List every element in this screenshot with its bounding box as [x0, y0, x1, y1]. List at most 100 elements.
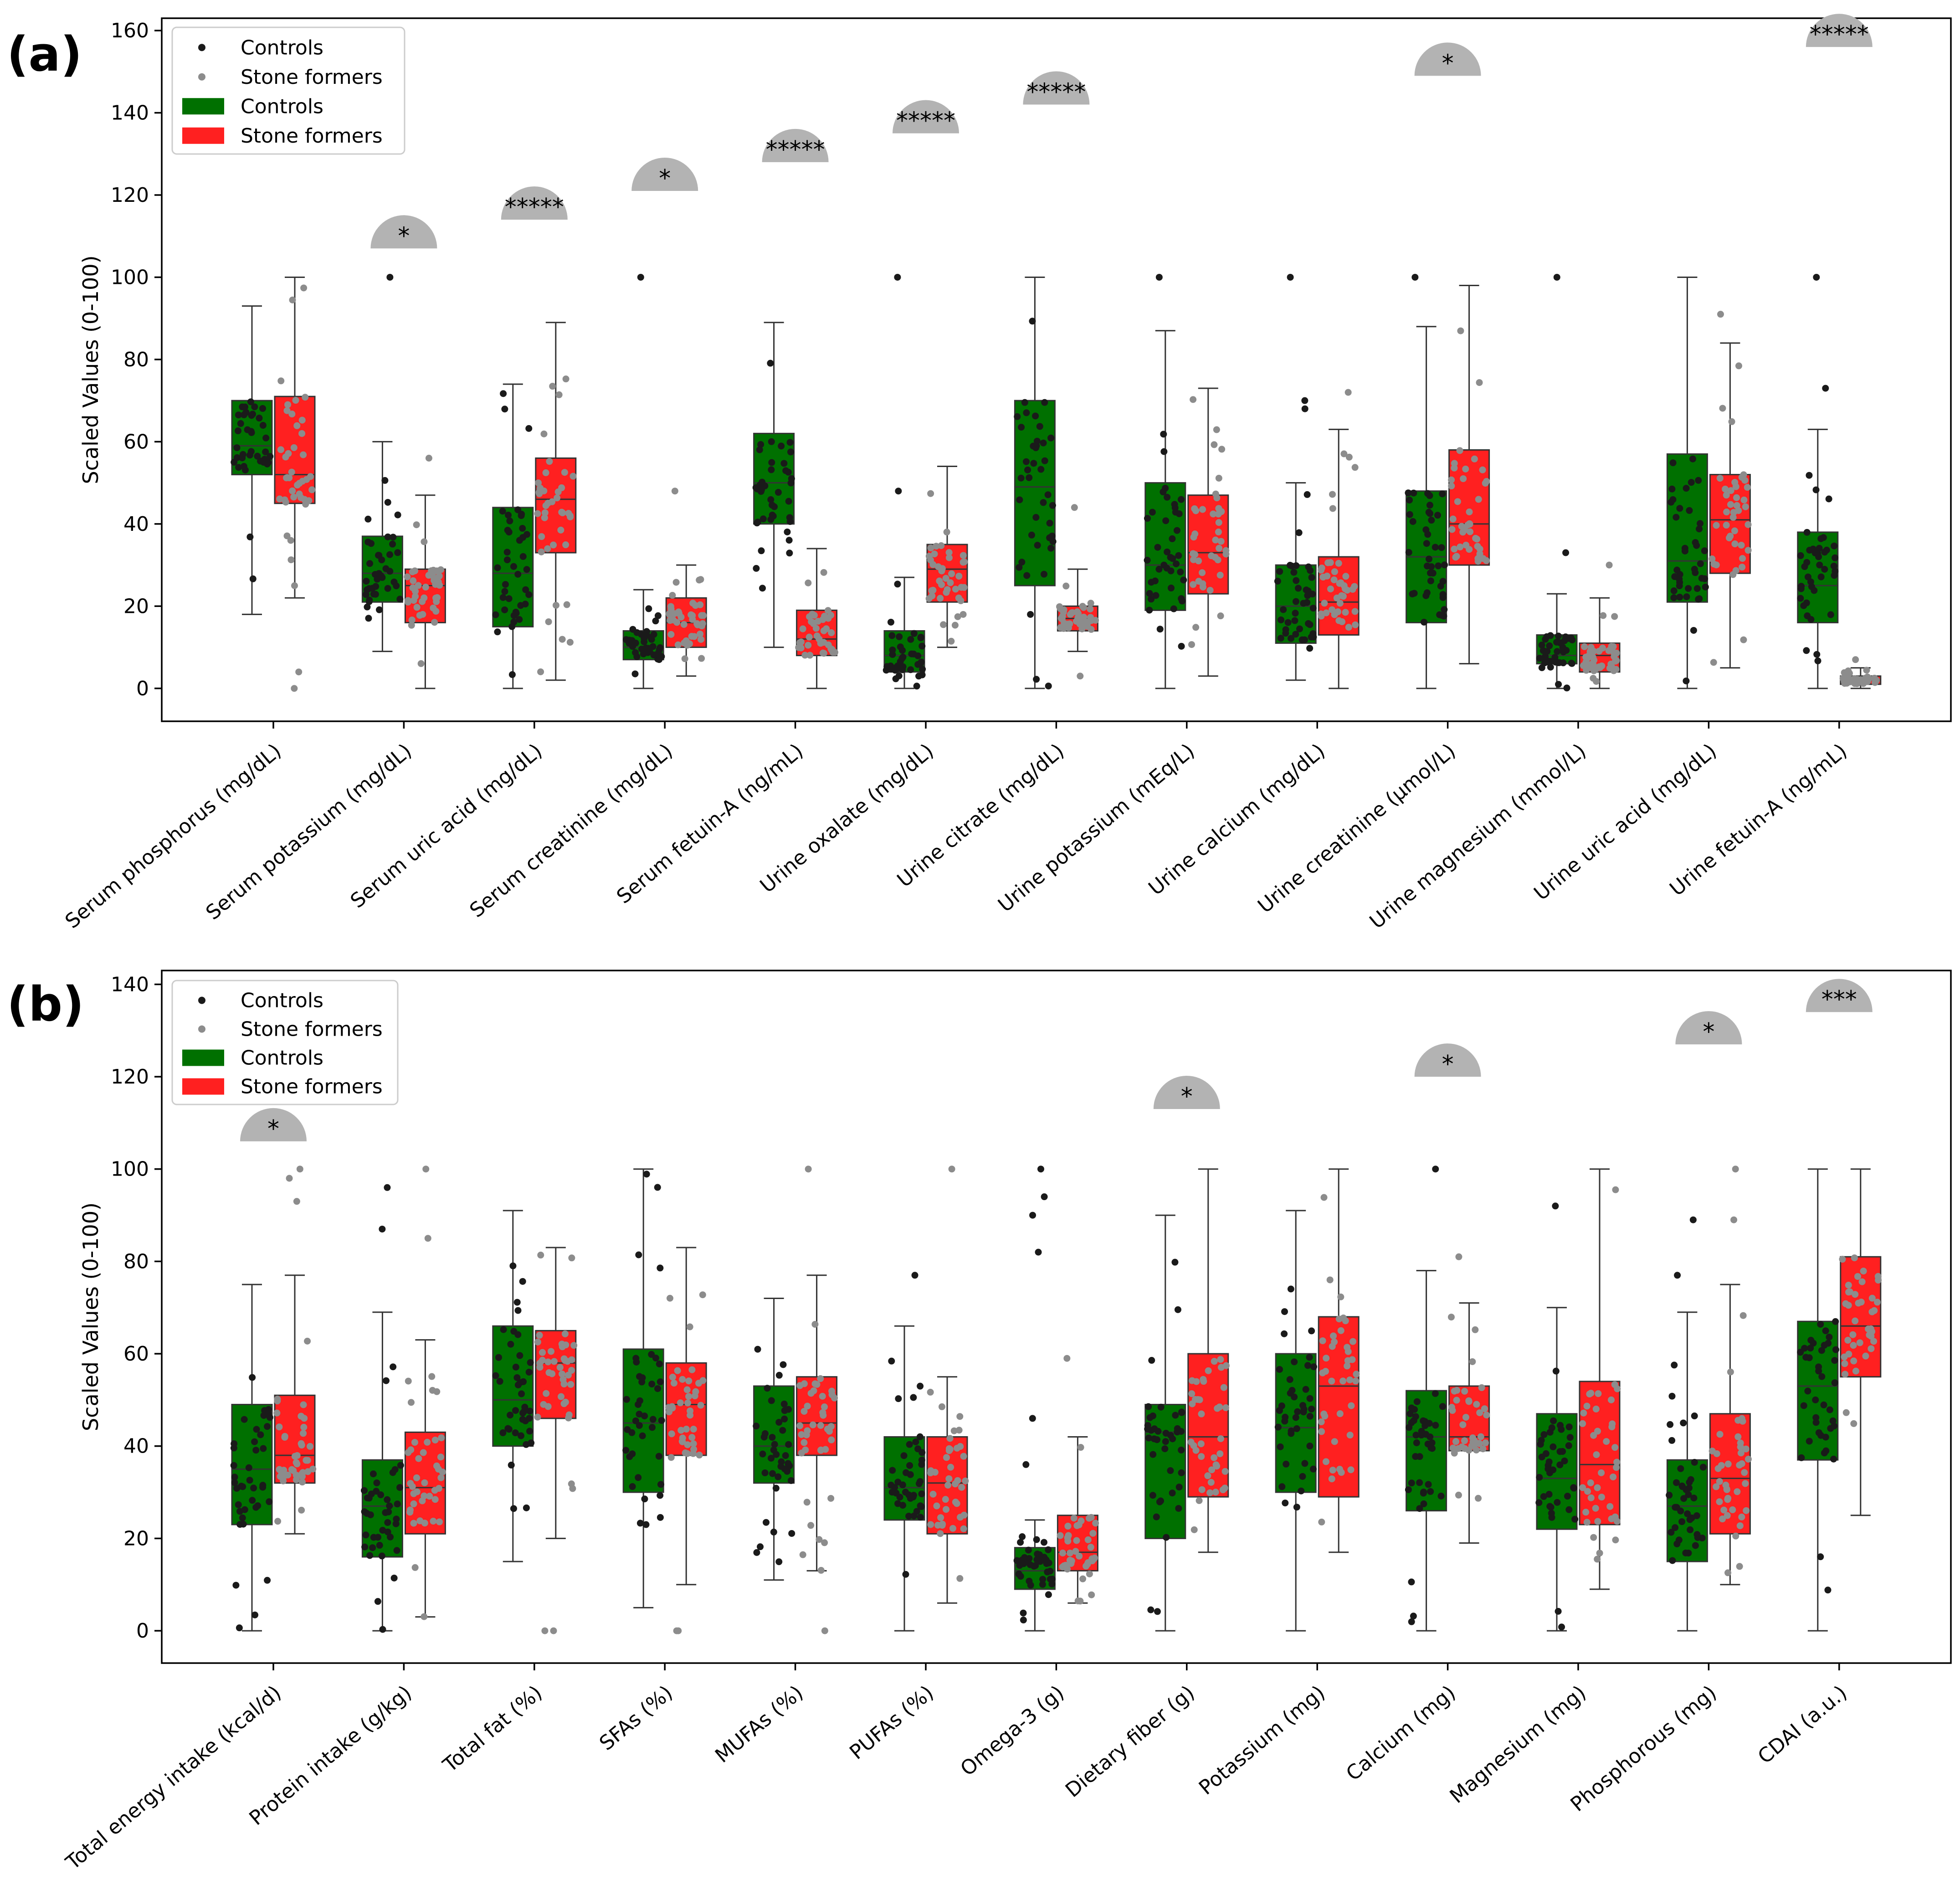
data-point: [805, 642, 812, 649]
data-point: [411, 593, 419, 600]
data-point: [1831, 1357, 1838, 1364]
data-point: [507, 1340, 514, 1348]
data-point: [753, 565, 760, 572]
significance-badge: *****: [893, 100, 959, 135]
data-point: [421, 594, 428, 601]
data-point: [262, 434, 270, 442]
data-point: [1329, 606, 1336, 613]
data-point: [544, 545, 551, 552]
data-point: [393, 1547, 400, 1554]
data-point: [917, 1514, 924, 1521]
outlier-point: [1562, 549, 1570, 556]
data-point: [831, 1394, 838, 1402]
data-point: [1448, 526, 1456, 533]
data-point: [513, 610, 520, 617]
data-point: [1047, 544, 1055, 552]
data-point: [421, 1520, 428, 1527]
data-point: [1145, 1434, 1152, 1442]
data-point: [421, 1479, 428, 1486]
data-point: [1349, 1338, 1356, 1345]
data-point: [1190, 396, 1197, 403]
data-point: [1330, 576, 1338, 584]
data-point: [767, 496, 775, 503]
data-point: [1321, 600, 1328, 607]
data-point: [1220, 1384, 1227, 1391]
data-point: [648, 1381, 656, 1388]
data-point: [769, 1433, 776, 1441]
data-point: [1016, 1562, 1023, 1569]
data-point: [682, 1426, 690, 1433]
data-point: [1308, 574, 1315, 581]
data-point: [1348, 1402, 1355, 1409]
data-point: [951, 621, 959, 629]
data-point: [239, 1483, 246, 1490]
data-point: [508, 671, 516, 678]
data-point: [1192, 624, 1200, 631]
data-point: [927, 556, 934, 564]
data-point: [1827, 1425, 1834, 1432]
data-point: [650, 652, 657, 659]
data-point: [647, 634, 655, 641]
data-point: [757, 1543, 764, 1551]
data-point: [570, 1342, 578, 1349]
data-point: [1611, 613, 1618, 620]
outlier-point: [1287, 273, 1294, 281]
data-point: [1150, 1435, 1158, 1443]
data-point: [1178, 642, 1185, 650]
data-point: [1424, 1440, 1432, 1448]
data-point: [1582, 1509, 1590, 1516]
data-point: [292, 1476, 300, 1484]
data-point: [918, 1461, 925, 1468]
data-point: [821, 612, 828, 620]
data-point: [1169, 535, 1176, 542]
data-point: [657, 1481, 665, 1488]
data-point: [1590, 1534, 1597, 1541]
data-point: [1077, 1597, 1084, 1605]
data-point: [1733, 502, 1740, 509]
data-point: [1211, 441, 1218, 448]
panel-label: (a): [7, 26, 82, 82]
box-controls: [622, 1168, 664, 1608]
significance-stars: *****: [1026, 78, 1086, 106]
outlier-point: [1041, 1193, 1048, 1201]
data-point: [568, 1480, 575, 1488]
data-point: [944, 1482, 952, 1489]
data-point: [1406, 1424, 1413, 1431]
data-point: [1554, 1499, 1561, 1506]
significance-badge-shape: [1806, 14, 1873, 47]
data-point: [895, 1395, 902, 1402]
data-point: [1479, 555, 1487, 562]
data-point: [536, 1360, 544, 1367]
data-point: [759, 585, 766, 592]
data-point: [1863, 667, 1870, 674]
data-point: [501, 588, 508, 595]
data-point: [421, 538, 428, 545]
data-point: [1479, 1445, 1487, 1453]
data-point: [1699, 1464, 1707, 1471]
data-point: [386, 1502, 393, 1510]
data-point: [1594, 1556, 1601, 1563]
significance-badge-shape: [1414, 1043, 1481, 1077]
data-point: [668, 1430, 675, 1438]
data-point: [1814, 550, 1821, 557]
data-point: [757, 441, 765, 448]
data-point: [1736, 1563, 1743, 1570]
data-point: [396, 596, 404, 603]
legend-marker-box: [182, 1049, 224, 1066]
data-point: [1697, 520, 1704, 527]
y-tick-label: 0: [136, 677, 149, 700]
data-point: [384, 533, 391, 540]
data-point: [387, 1533, 394, 1541]
data-point: [1540, 1431, 1548, 1438]
data-point: [1806, 472, 1813, 479]
data-point: [280, 1467, 287, 1474]
data-point: [522, 1417, 529, 1424]
data-point: [632, 1417, 639, 1424]
data-point: [1188, 641, 1195, 648]
data-point: [1673, 514, 1680, 521]
data-point: [1216, 1450, 1224, 1458]
data-point: [254, 1502, 262, 1510]
box-stone-formers: [796, 1274, 838, 1572]
y-tick-label: 20: [123, 595, 149, 618]
data-point: [300, 1430, 307, 1437]
